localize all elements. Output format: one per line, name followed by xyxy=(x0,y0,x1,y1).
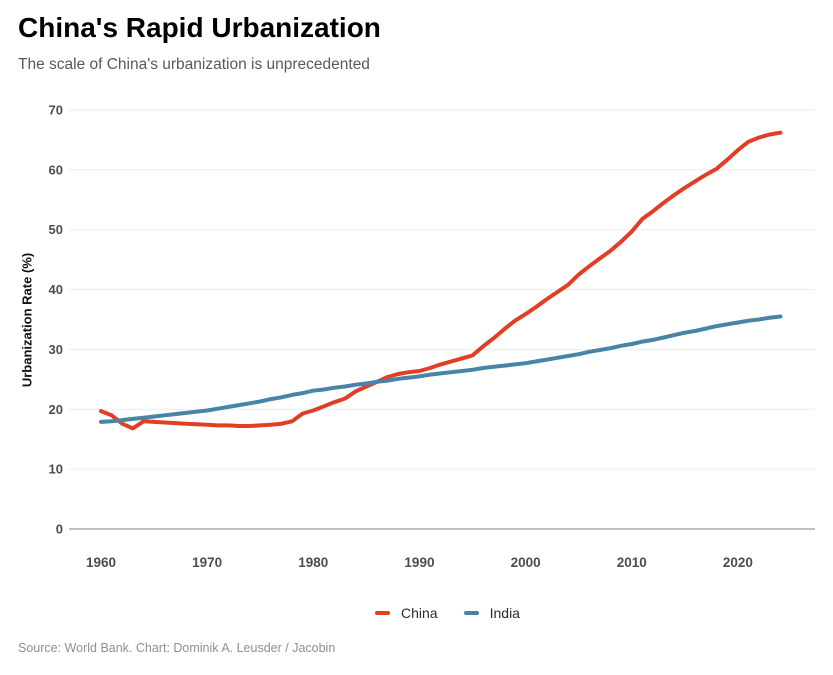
x-tick-label: 2010 xyxy=(617,555,647,570)
y-tick-label: 40 xyxy=(49,282,63,297)
legend-item-india: India xyxy=(463,605,520,621)
x-tick-label: 1960 xyxy=(86,555,116,570)
line-chart: 0 10 20 30 40 50 60 70 1960 1970 1980 1990 2000 2010 2… xyxy=(49,103,815,570)
y-tick-label: 70 xyxy=(49,103,63,118)
x-tick-label: 2000 xyxy=(511,555,541,570)
chart-legend: China India xyxy=(31,605,833,621)
y-tick-label: 60 xyxy=(49,162,63,177)
india-line-swatch-icon xyxy=(463,610,479,616)
x-tick-label: 2020 xyxy=(723,555,753,570)
x-tick-label: 1970 xyxy=(192,555,222,570)
series-line-china xyxy=(99,130,783,431)
legend-item-china: China xyxy=(375,605,438,621)
chart-title: China's Rapid Urbanization xyxy=(18,12,381,43)
x-tick-label: 1990 xyxy=(404,555,434,570)
china-line-swatch-icon xyxy=(375,610,391,616)
y-tick-label: 20 xyxy=(49,402,63,417)
source-credit: Source: World Bank. Chart: Dominik A. Le… xyxy=(18,641,336,655)
x-tick-label: 1980 xyxy=(298,555,328,570)
legend-label-china: China xyxy=(401,605,438,621)
y-tick-label: 30 xyxy=(49,342,63,357)
chart-subtitle: The scale of China's urbanization is unp… xyxy=(18,56,370,73)
series-line-india xyxy=(99,314,783,424)
y-tick-label: 0 xyxy=(56,522,63,537)
legend-label-india: India xyxy=(489,605,520,621)
y-tick-label: 50 xyxy=(49,222,63,237)
y-tick-label: 10 xyxy=(49,462,63,477)
